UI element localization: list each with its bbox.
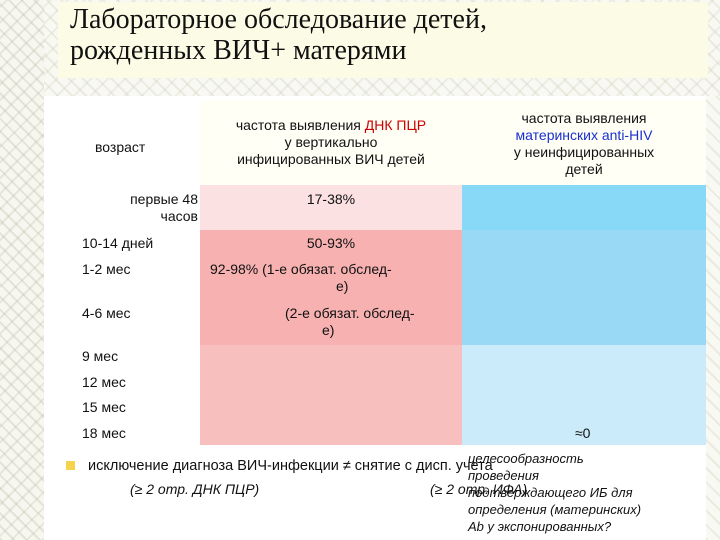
pcr-value-1-2-months-line-1: 92-98% (1-е обязат. обслед- bbox=[210, 261, 392, 277]
decorative-pattern-left bbox=[0, 0, 44, 540]
header-age: возраст bbox=[95, 139, 146, 155]
header-antibodies: частота выявления материнских anti-HIV у… bbox=[462, 110, 706, 178]
age-10-14-days: 10-14 дней bbox=[82, 235, 154, 251]
age-18-months: 18 мес bbox=[82, 425, 126, 441]
pcr-value-10-14-days: 50-93% bbox=[306, 235, 356, 251]
pcr-value-1-2-months-line-2: е) bbox=[336, 278, 349, 294]
overlay-line-4: определения (материнских) bbox=[468, 502, 642, 517]
pcr-value-4-6-months-line-2: е) bbox=[322, 322, 335, 338]
pcr-cell-early-months bbox=[200, 230, 462, 345]
footer-note-pcr: (≥ 2 отр. ДНК ПЦР) bbox=[130, 481, 260, 497]
antibody-cell-late-months bbox=[462, 345, 706, 445]
age-first-48h: первые 48 часов bbox=[96, 191, 198, 225]
overlay-line-5: Ab у экспонированных? bbox=[468, 519, 612, 534]
antibody-cell-first-48h bbox=[462, 185, 706, 230]
header-ab-line-1: частота выявления bbox=[521, 110, 647, 126]
header-pcr-highlight: ДНК ПЦР bbox=[364, 117, 427, 133]
slide-title-line-2: рожденных ВИЧ+ матерями bbox=[70, 35, 407, 66]
age-first-48h-line-1: первые 48 bbox=[130, 191, 198, 207]
pcr-cell-late-months bbox=[200, 345, 462, 445]
header-pcr: частота выявления ДНК ПЦР у вертикально … bbox=[200, 117, 462, 168]
age-4-6-months: 4-6 мес bbox=[82, 305, 131, 321]
overlay-line-3: подтверждающего ИБ для bbox=[468, 485, 633, 500]
header-pcr-prefix: частота выявления bbox=[235, 117, 365, 133]
pcr-value-1-2-months: 92-98% (1-е обязат. обслед- е) bbox=[210, 261, 460, 295]
age-first-48h-line-2: часов bbox=[160, 208, 198, 224]
header-pcr-line-2: у вертикально bbox=[284, 134, 378, 150]
age-1-2-months: 1-2 мес bbox=[82, 261, 131, 277]
header-ab-line-3: у неинфицированных bbox=[513, 144, 655, 160]
slide-title-line-1: Лабораторное обследование детей, bbox=[70, 4, 487, 35]
bullet-square-icon bbox=[66, 461, 75, 470]
footer-note-ifa: (≥ 2 отр. ИФА) bbox=[430, 481, 528, 497]
antibody-value-18-months: ≈0 bbox=[575, 425, 591, 441]
age-9-months: 9 мес bbox=[82, 348, 119, 364]
pcr-value-first-48h: 17-38% bbox=[306, 191, 356, 207]
header-cell-antibodies bbox=[462, 100, 706, 185]
header-ab-line-4: детей bbox=[565, 161, 603, 177]
pcr-value-4-6-months: (2-е обязат. обслед- е) bbox=[285, 305, 460, 339]
overlay-line-1: целесообразность bbox=[468, 451, 584, 466]
overlay-line-2: проведения bbox=[468, 468, 539, 483]
decorative-pattern-right bbox=[706, 96, 720, 540]
header-pcr-line-1: частота выявления ДНК ПЦР bbox=[200, 117, 462, 134]
footer-bullet-text: исключение диагноза ВИЧ-инфекции ≠ сняти… bbox=[88, 458, 493, 474]
title-band bbox=[58, 2, 708, 78]
antibody-cell-early-months bbox=[462, 230, 706, 345]
header-pcr-line-3: инфицированных ВИЧ детей bbox=[237, 151, 425, 167]
footer-overlay-note: целесообразность проведения подтверждающ… bbox=[468, 450, 708, 535]
slide-title: Лабораторное обследование детей, рожденн… bbox=[70, 4, 487, 66]
age-15-months: 15 мес bbox=[82, 399, 126, 415]
age-12-months: 12 мес bbox=[82, 374, 126, 390]
pcr-cell-first-48h bbox=[200, 185, 462, 230]
header-cell-pcr bbox=[200, 100, 462, 185]
header-ab-line-2: материнских anti-HIV bbox=[515, 127, 653, 143]
pcr-value-4-6-months-line-1: (2-е обязат. обслед- bbox=[285, 305, 415, 321]
